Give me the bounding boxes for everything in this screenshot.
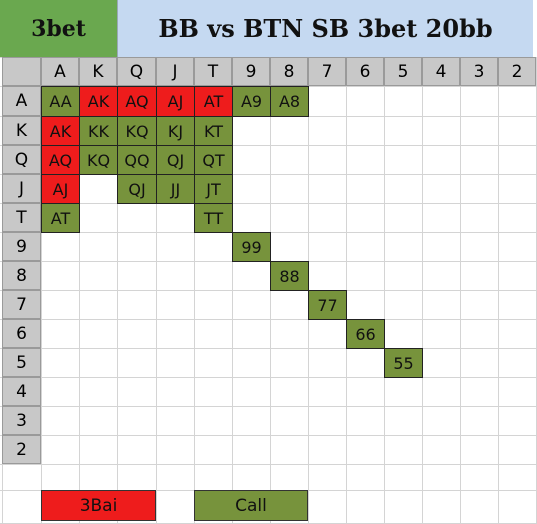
row-header-9: 9 xyxy=(2,232,41,261)
hand-cell-99: 99 xyxy=(232,232,271,262)
gridline-horizontal xyxy=(0,464,537,465)
hand-cell-77: 77 xyxy=(308,290,347,320)
hand-cell-kq: KQ xyxy=(117,116,157,146)
hand-cell-qj: QJ xyxy=(156,145,195,175)
column-header-t: T xyxy=(194,57,232,86)
hand-cell-jj: JJ xyxy=(156,174,195,204)
column-header-7: 7 xyxy=(308,57,346,86)
hand-cell-kt: KT xyxy=(194,116,233,146)
scenario-title: BB vs BTN SB 3bet 20bb xyxy=(118,0,533,57)
column-header-9: 9 xyxy=(232,57,270,86)
hand-cell-at: AT xyxy=(194,86,233,117)
gridline-horizontal xyxy=(0,174,537,175)
gridline-horizontal xyxy=(0,319,537,320)
hand-cell-aj: AJ xyxy=(156,86,195,117)
hand-cell-kj: KJ xyxy=(156,116,195,146)
column-header-5: 5 xyxy=(384,57,422,86)
hand-cell-66: 66 xyxy=(346,319,385,349)
hand-cell-aa: AA xyxy=(41,86,80,117)
column-header-3: 3 xyxy=(460,57,498,86)
column-header-j: J xyxy=(156,57,194,86)
row-header-2: 2 xyxy=(2,435,41,464)
category-title: 3bet xyxy=(0,0,118,57)
hand-cell-aj: AJ xyxy=(41,174,80,204)
row-header-7: 7 xyxy=(2,290,41,319)
gridline-horizontal xyxy=(0,435,537,436)
column-header-4: 4 xyxy=(422,57,460,86)
gridline-horizontal xyxy=(0,290,537,291)
column-header-a: A xyxy=(41,57,79,86)
hand-cell-a9: A9 xyxy=(232,86,271,117)
hand-cell-aq: AQ xyxy=(41,145,80,175)
hand-cell-tt: TT xyxy=(194,203,233,233)
gridline-horizontal xyxy=(0,348,537,349)
hand-cell-qt: QT xyxy=(194,145,233,175)
column-header-2: 2 xyxy=(498,57,536,86)
column-header-k: K xyxy=(79,57,117,86)
row-header-j: J xyxy=(2,174,41,203)
hand-cell-ak: AK xyxy=(41,116,80,146)
gridline-horizontal xyxy=(0,406,537,407)
row-header-4: 4 xyxy=(2,377,41,406)
gridline-horizontal xyxy=(0,203,537,204)
row-header-3: 3 xyxy=(2,406,41,435)
row-header-5: 5 xyxy=(2,348,41,377)
hand-cell-55: 55 xyxy=(384,348,423,378)
hand-cell-a8: A8 xyxy=(270,86,309,117)
row-header-a: A xyxy=(2,86,41,116)
column-header-6: 6 xyxy=(346,57,384,86)
row-header-k: K xyxy=(2,116,41,145)
hand-cell-jt: JT xyxy=(194,174,233,204)
legend-call: Call xyxy=(194,490,308,521)
hand-cell-kk: KK xyxy=(79,116,118,146)
corner-header-cell xyxy=(2,57,41,86)
hand-cell-kq: KQ xyxy=(79,145,118,175)
hand-cell-qj: QJ xyxy=(117,174,157,204)
hand-cell-at: AT xyxy=(41,203,80,233)
hand-cell-88: 88 xyxy=(270,261,309,291)
row-header-t: T xyxy=(2,203,41,232)
hand-cell-ak: AK xyxy=(79,86,118,117)
hand-cell-aq: AQ xyxy=(117,86,157,117)
row-header-6: 6 xyxy=(2,319,41,348)
legend-3bai: 3Bai xyxy=(41,490,156,521)
hand-cell-qq: QQ xyxy=(117,145,157,175)
row-header-q: Q xyxy=(2,145,41,174)
row-header-8: 8 xyxy=(2,261,41,290)
column-header-q: Q xyxy=(117,57,156,86)
gridline-horizontal xyxy=(0,377,537,378)
gridline-horizontal xyxy=(0,145,537,146)
column-header-8: 8 xyxy=(270,57,308,86)
